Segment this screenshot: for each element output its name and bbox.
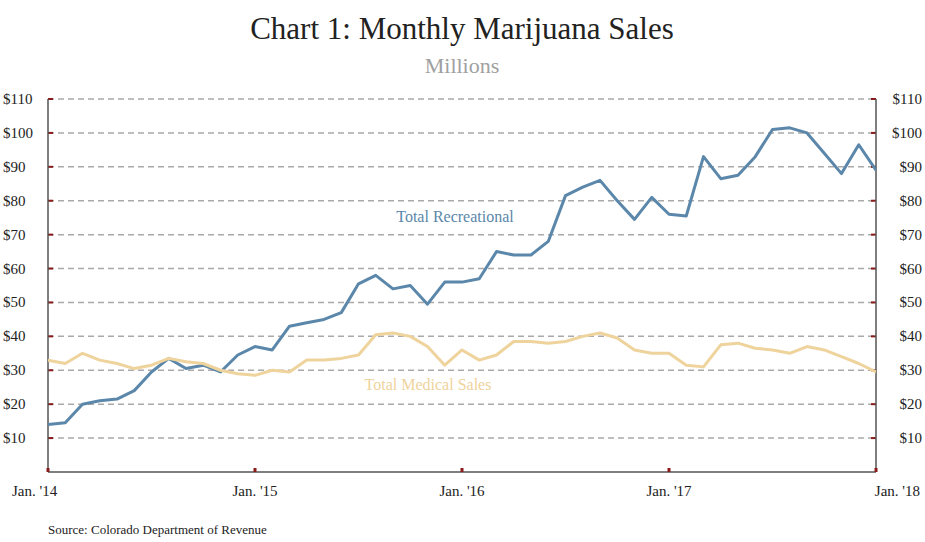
series-label: Total Recreational — [396, 208, 514, 225]
y-tick-label: $10 — [3, 430, 26, 446]
x-tick — [47, 468, 50, 472]
grid-line — [48, 336, 876, 338]
chart: Chart 1: Monthly Marijuana Sales Millions… — [0, 0, 925, 542]
y-tick-label: $60 — [3, 261, 26, 277]
y-tick-label: $90 — [3, 159, 26, 175]
y2-tick-label: $30 — [900, 362, 923, 378]
x-tick — [461, 468, 464, 472]
y2-tick-label: $60 — [900, 261, 923, 277]
y-tick-label: $100 — [3, 125, 33, 141]
series-label: Total Medical Sales — [365, 376, 492, 393]
x-tick — [254, 468, 257, 472]
y-tick-label: $70 — [3, 227, 26, 243]
y-tick-label: $110 — [3, 91, 32, 107]
y2-tick-label: $90 — [900, 159, 923, 175]
grid-line — [48, 234, 876, 236]
grid-line — [48, 200, 876, 202]
y2-tick-label: $40 — [900, 328, 923, 344]
y2-tick-label: $80 — [900, 193, 923, 209]
y2-tick-label: $50 — [900, 294, 923, 310]
subtitle: Millions — [425, 53, 500, 78]
x-tick-label: Jan. '14 — [12, 483, 58, 499]
y-tick-label: $20 — [3, 396, 26, 412]
grid-line — [48, 166, 876, 168]
grid-line — [48, 302, 876, 304]
series-line — [48, 333, 876, 375]
grid-line — [48, 98, 876, 100]
y-tick-label: $40 — [3, 328, 26, 344]
grid-line — [48, 403, 876, 405]
title: Chart 1: Monthly Marijuana Sales — [250, 11, 674, 46]
y-tick-label: $80 — [3, 193, 26, 209]
grid-line — [48, 132, 876, 134]
y2-axis-line — [875, 99, 877, 472]
source: Source: Colorado Department of Revenue — [48, 522, 267, 537]
y2-tick-label: $100 — [892, 125, 922, 141]
y2-tick-label: $70 — [900, 227, 923, 243]
y-tick-label: $50 — [3, 294, 26, 310]
y2-tick-label: $110 — [893, 91, 922, 107]
lines-group — [48, 128, 876, 425]
series-line — [48, 128, 876, 425]
x-tick — [875, 468, 878, 472]
x-tick-label: Jan. '17 — [646, 483, 692, 499]
y-tick-label: $30 — [3, 362, 26, 378]
x-tick-label: Jan. '16 — [439, 483, 485, 499]
y2-tick-label: $10 — [900, 430, 923, 446]
x-tick-label: Jan. '15 — [232, 483, 277, 499]
x-tick — [668, 468, 671, 472]
x-tick-label: Jan. '18 — [875, 483, 920, 499]
y2-tick-label: $20 — [900, 396, 923, 412]
grid-line — [48, 370, 876, 372]
grid-line — [48, 437, 876, 439]
grid-line — [48, 268, 876, 270]
y-axis-line — [47, 99, 49, 472]
